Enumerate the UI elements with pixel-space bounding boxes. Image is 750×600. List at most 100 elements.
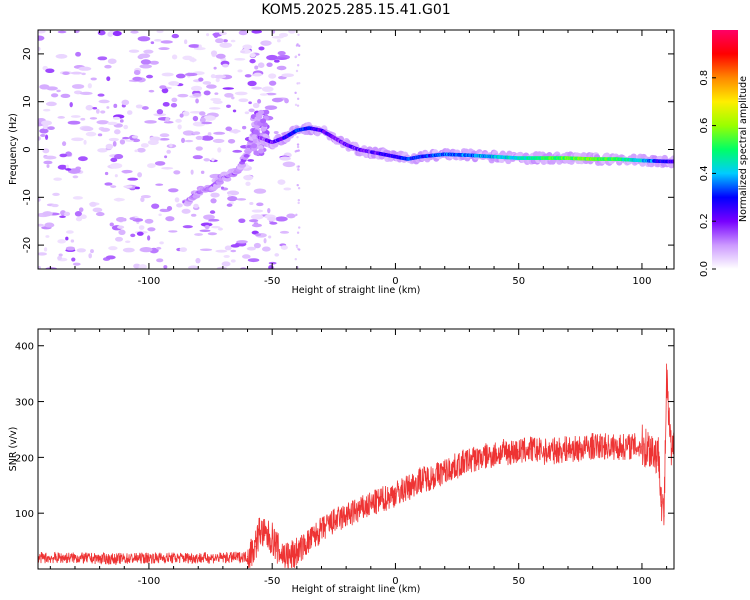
spectrogram-cell bbox=[107, 58, 117, 64]
spectrogram-cell bbox=[195, 135, 203, 140]
spectrogram-cell bbox=[188, 44, 201, 48]
spectrogram-cell bbox=[294, 258, 297, 261]
spectrogram-cell bbox=[140, 143, 149, 148]
spectrogram-cell bbox=[184, 139, 194, 143]
spectrogram-cell bbox=[146, 74, 154, 79]
bottom-x-axis-label: Height of straight line (km) bbox=[292, 584, 421, 595]
bottom-y-ticks: 100 200 300 400 bbox=[15, 342, 674, 520]
spectrogram-cell bbox=[133, 69, 141, 76]
spectrogram-cell bbox=[249, 201, 254, 205]
spectrogram-cell bbox=[65, 168, 72, 171]
spectrogram-cell bbox=[45, 68, 55, 74]
spectrogram-cell bbox=[80, 117, 86, 121]
spectrogram-cell bbox=[155, 246, 162, 250]
spectrogram-cell bbox=[266, 62, 273, 68]
spectrogram-cell bbox=[232, 109, 237, 113]
spectrogram-cell bbox=[65, 246, 76, 251]
snr-point bbox=[641, 445, 643, 447]
snr-point bbox=[658, 456, 660, 458]
spectrogram-cell bbox=[296, 43, 299, 46]
spectrogram-cell bbox=[98, 99, 110, 104]
spectrogram-cell bbox=[226, 203, 233, 207]
y-tick-label: -10 bbox=[22, 189, 33, 205]
spectrogram-cell bbox=[105, 255, 116, 260]
snr-point bbox=[555, 450, 557, 452]
spectrogram-cell bbox=[57, 116, 66, 119]
x-tick-label: 50 bbox=[512, 276, 525, 287]
spectrogram-cell bbox=[253, 72, 263, 77]
x-tick-label: 0 bbox=[392, 576, 398, 587]
spectrogram-cell bbox=[38, 265, 42, 269]
snr-point bbox=[592, 445, 594, 447]
spectrogram-cell bbox=[296, 64, 300, 67]
spectrogram-cell bbox=[76, 248, 87, 253]
spectrogram-cell bbox=[268, 73, 277, 79]
spectrogram-cell bbox=[230, 259, 236, 263]
spectrogram-cell bbox=[163, 265, 168, 269]
spectrogram-cell bbox=[198, 77, 204, 82]
spectrogram-cell bbox=[110, 185, 117, 188]
spectrogram-cell bbox=[298, 44, 301, 48]
spectrogram-cell bbox=[279, 156, 291, 161]
spectrogram-cell bbox=[236, 198, 247, 201]
spectrogram-cell bbox=[244, 111, 250, 115]
snr-point bbox=[629, 445, 631, 447]
spectrogram-cell bbox=[254, 65, 259, 70]
spectrogram-cell bbox=[217, 147, 222, 153]
spectrogram-cell bbox=[260, 126, 267, 132]
spectrogram-cell bbox=[251, 86, 263, 90]
spectrogram-cell bbox=[125, 240, 131, 244]
spectrogram-cell bbox=[294, 91, 297, 95]
spectrogram-cell bbox=[266, 54, 278, 61]
spectrogram-cell bbox=[281, 73, 295, 78]
spectrogram-cell bbox=[192, 131, 201, 135]
snr-point bbox=[579, 448, 581, 450]
spectrogram-cell bbox=[56, 89, 61, 93]
spectrogram-cell bbox=[57, 30, 67, 34]
spectrogram-cell bbox=[154, 39, 162, 42]
y-tick-label: 0 bbox=[22, 146, 33, 152]
spectrogram-cell bbox=[81, 72, 86, 76]
spectrogram-cell bbox=[251, 143, 258, 149]
spectrogram-cell bbox=[192, 155, 203, 160]
spectrogram-cell bbox=[159, 241, 164, 245]
colorbar: 0.0 0.2 0.4 0.6 0.8 Normalized spectral ampl… bbox=[699, 30, 749, 277]
spectrogram-cell bbox=[112, 116, 121, 120]
spectrogram-cell bbox=[46, 164, 50, 168]
snr-series bbox=[38, 363, 674, 569]
spectrogram-cell bbox=[71, 84, 85, 89]
spectrogram-cell bbox=[296, 183, 299, 187]
spectrogram-cell bbox=[238, 162, 247, 168]
spectrogram-cell bbox=[45, 101, 57, 107]
spectrogram-cell bbox=[223, 254, 230, 258]
snr-point bbox=[308, 540, 310, 542]
spectrogram-cell bbox=[227, 193, 232, 197]
spectrogram-cell bbox=[232, 149, 243, 153]
spectrogram-cell bbox=[203, 158, 210, 162]
spectrogram-cell bbox=[114, 154, 124, 160]
x-tick-label: 100 bbox=[632, 576, 651, 587]
spectrogram-cell bbox=[156, 30, 164, 34]
spectrogram-cell bbox=[296, 145, 300, 149]
x-tick-label: -50 bbox=[264, 576, 280, 587]
spectrogram-cell bbox=[210, 192, 220, 198]
spectrogram-cell bbox=[122, 136, 130, 140]
spectrogram-cell bbox=[214, 92, 219, 95]
spectrogram-cell bbox=[43, 155, 57, 160]
spectrogram-cell bbox=[274, 253, 280, 257]
spectrogram-cell bbox=[215, 249, 228, 253]
spectrogram-cell bbox=[147, 227, 156, 232]
spectrogram-cell bbox=[206, 33, 210, 37]
spectrogram-cell bbox=[114, 174, 118, 178]
spectrogram-cell bbox=[53, 177, 63, 181]
spectrogram-cell bbox=[199, 111, 206, 116]
spectrogram-cell bbox=[223, 176, 232, 182]
snr-point bbox=[604, 445, 606, 447]
spectrogram-cell bbox=[213, 66, 217, 70]
spectrogram-cell bbox=[75, 216, 83, 222]
snr-point bbox=[668, 423, 670, 425]
snr-point bbox=[505, 451, 507, 453]
spectrogram-cell bbox=[263, 238, 267, 244]
spectrogram-cell bbox=[106, 106, 110, 109]
spectrogram-cell bbox=[271, 35, 284, 39]
